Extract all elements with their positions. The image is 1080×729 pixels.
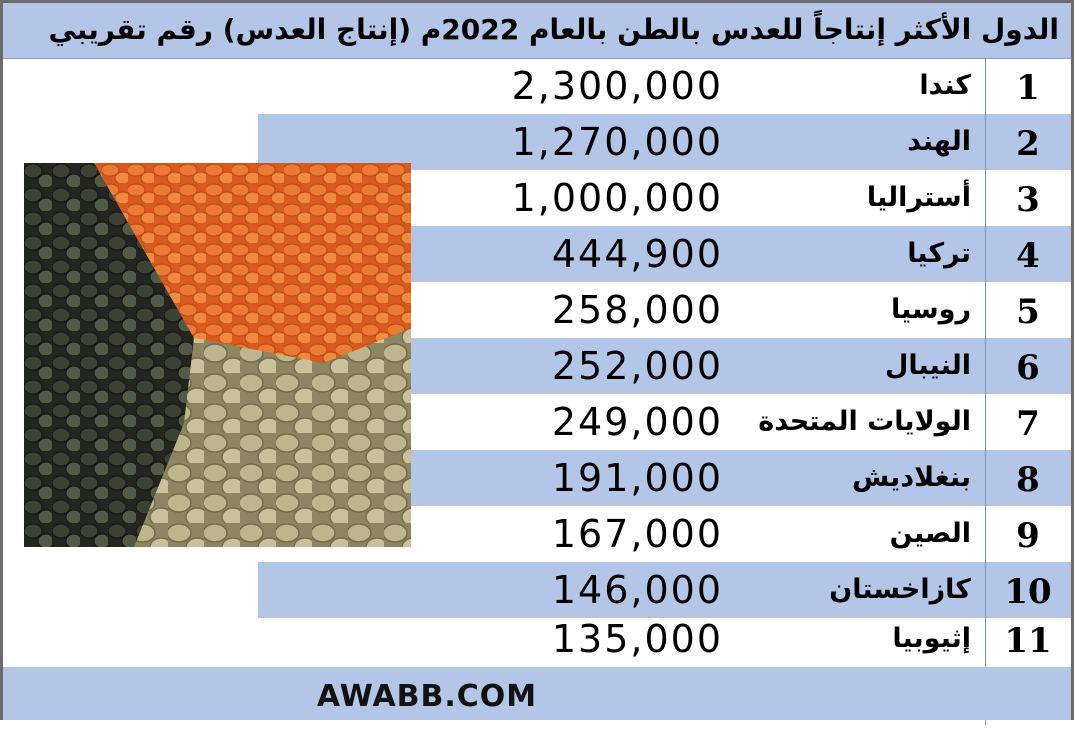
table-row: 2 الهند 1,270,000 [258, 114, 1071, 170]
table-row: 9 الصين 167,000 [411, 506, 1071, 562]
value-cell: 135,000 [551, 617, 723, 661]
table-row: 5 روسيا 258,000 [411, 282, 1071, 338]
rank-cell: 4 [1016, 236, 1040, 276]
value-cell: 258,000 [551, 288, 723, 332]
header-bar: الدول الأكثر إنتاجاً للعدس بالطن بالعام … [3, 3, 1071, 59]
column-divider [985, 58, 986, 725]
rank-cell: 5 [1016, 292, 1040, 332]
country-cell: روسيا [890, 294, 971, 325]
rank-cell: 8 [1016, 460, 1040, 500]
value-cell: 146,000 [551, 568, 723, 612]
footer-bar: AWABB.COM [3, 667, 1071, 720]
rank-cell: 6 [1016, 348, 1040, 388]
value-cell: 249,000 [551, 400, 723, 444]
value-cell: 1,270,000 [511, 120, 723, 164]
lentils-image-icon [24, 163, 411, 547]
country-cell: الولايات المتحدة [758, 406, 971, 437]
table-row: 8 بنغلاديش 191,000 [411, 450, 1071, 506]
table-row: 7 الولايات المتحدة 249,000 [411, 394, 1071, 450]
country-cell: كندا [919, 70, 971, 101]
value-cell: 167,000 [551, 512, 723, 556]
country-cell: أستراليا [866, 182, 971, 213]
country-cell: إثيوبيا [892, 623, 971, 654]
country-cell: كازاخستان [829, 574, 971, 605]
table-row: 10 كازاخستان 146,000 [258, 562, 1071, 618]
value-cell: 191,000 [551, 456, 723, 500]
country-cell: الهند [907, 126, 971, 157]
rank-cell: 10 [1004, 572, 1052, 612]
table-row: 1 كندا 2,300,000 [3, 58, 1071, 114]
country-cell: بنغلاديش [851, 462, 971, 493]
lentils-photo [24, 163, 411, 547]
rank-cell: 11 [1004, 621, 1052, 661]
value-cell: 252,000 [551, 344, 723, 388]
table-row: 11 إثيوبيا 135,000 [3, 611, 1071, 667]
page-title: الدول الأكثر إنتاجاً للعدس بالطن بالعام … [48, 13, 1059, 46]
country-cell: الصين [889, 518, 971, 549]
table-row: 4 تركيا 444,900 [411, 226, 1071, 282]
rank-cell: 7 [1016, 404, 1040, 444]
value-cell: 444,900 [551, 232, 723, 276]
table-row: 6 النيبال 252,000 [411, 338, 1071, 394]
value-cell: 1,000,000 [511, 176, 723, 220]
value-cell: 2,300,000 [511, 64, 723, 108]
table-row: 3 أستراليا 1,000,000 [411, 170, 1071, 226]
country-cell: تركيا [907, 238, 971, 269]
rank-cell: 9 [1016, 516, 1040, 556]
rank-cell: 3 [1016, 180, 1040, 220]
footer-brand: AWABB.COM [316, 679, 538, 714]
rank-cell: 1 [1016, 68, 1040, 108]
rank-cell: 2 [1016, 124, 1040, 164]
country-cell: النيبال [884, 350, 971, 381]
